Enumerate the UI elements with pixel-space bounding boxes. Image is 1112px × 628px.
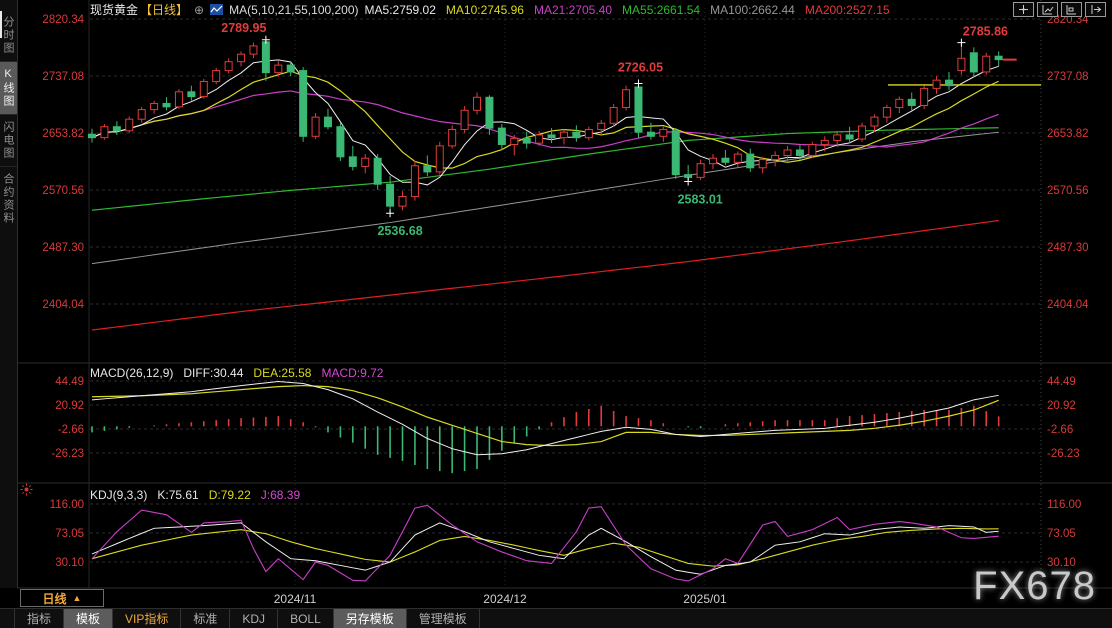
- annotations: 2789.95 2536.68 2726.05 2583.01 2785.86: [221, 21, 1008, 238]
- macd-value: MACD:9.72: [321, 366, 384, 380]
- svg-text:20.92: 20.92: [55, 400, 84, 412]
- kdj-panel-header: KDJ(9,3,3) K:75.61 D:79.22 J:68.39: [90, 488, 300, 502]
- period-tag: 【日线】: [140, 3, 189, 17]
- period-selector[interactable]: 日线 ▲: [20, 589, 104, 607]
- ma-group-label: MA(5,10,21,55,100,200): [229, 2, 359, 17]
- bottom-tab-标准[interactable]: 标准: [181, 609, 231, 628]
- svg-text:30.10: 30.10: [1047, 557, 1076, 569]
- header-toolbar: [1013, 2, 1106, 17]
- svg-text:-2.66: -2.66: [58, 424, 84, 436]
- svg-text:2737.08: 2737.08: [42, 71, 84, 83]
- svg-text:44.49: 44.49: [1047, 376, 1076, 388]
- svg-text:2583.01: 2583.01: [678, 192, 723, 206]
- chart-header: 现货黄金 【日线】 ⊕ MA(5,10,21,55,100,200) MA5:27…: [90, 2, 890, 18]
- sidebar-item-合约资料[interactable]: 合约资料: [0, 166, 17, 231]
- ma-lines: [91, 59, 999, 331]
- pane-shift-icon[interactable]: [1085, 2, 1106, 17]
- svg-text:-2.66: -2.66: [1047, 424, 1073, 436]
- svg-text:2024/12: 2024/12: [483, 592, 527, 606]
- svg-text:44.49: 44.49: [55, 376, 84, 388]
- bottom-tab-BOLL[interactable]: BOLL: [278, 609, 334, 628]
- sidebar-item-K线图[interactable]: K线图: [0, 61, 17, 114]
- period-arrow-icon: ▲: [72, 593, 82, 603]
- ma-value: MA21:2705.40: [533, 2, 613, 17]
- macd-value: DEA:25.58: [253, 366, 312, 380]
- ma-value: MA10:2745.96: [445, 2, 524, 17]
- svg-text:73.05: 73.05: [55, 528, 84, 540]
- crosshair-icon[interactable]: [1013, 2, 1034, 17]
- watermark: FX678: [973, 564, 1096, 608]
- left-sidebar: 分时图 K线图 闪电图 合约资料: [0, 0, 18, 588]
- sidebar-scroll-thumb[interactable]: [0, 11, 2, 38]
- symbol-name: 现货黄金: [90, 3, 139, 17]
- kdj-label: KDJ(9,3,3): [90, 488, 148, 502]
- bottom-tab-管理模板[interactable]: 管理模板: [407, 609, 480, 628]
- svg-text:116.00: 116.00: [1047, 499, 1081, 511]
- kdj-value: D:79.22: [208, 488, 251, 502]
- svg-text:73.05: 73.05: [1047, 528, 1076, 540]
- axis-labels: 2820.34 2820.34 2737.08 2737.08 2653.82 2653.…: [42, 14, 1089, 606]
- bottom-tab-模板[interactable]: 模板: [64, 609, 114, 628]
- svg-text:2487.30: 2487.30: [1047, 242, 1089, 254]
- bottom-tab-VIP指标[interactable]: VIP指标: [113, 609, 182, 628]
- bottom-tab-指标[interactable]: 指标: [14, 609, 65, 628]
- svg-text:2785.86: 2785.86: [963, 25, 1008, 39]
- kdj-value: J:68.39: [260, 488, 301, 502]
- svg-text:2789.95: 2789.95: [221, 21, 266, 35]
- svg-text:2570.56: 2570.56: [1047, 185, 1089, 197]
- sidebar-item-分时图[interactable]: 分时图: [2, 16, 14, 55]
- indicator-alert-icon[interactable]: [20, 483, 33, 501]
- svg-text:2404.04: 2404.04: [1047, 299, 1089, 311]
- grid: [17, 0, 1112, 589]
- mini-chart-icon[interactable]: [210, 4, 224, 15]
- ma-legend: MA5:2759.02 MA10:2745.96 MA21:2705.40 MA55:…: [365, 3, 890, 17]
- bottom-tab-bar: 指标 模板 VIP指标 标准 KDJ BOLL 另存模板 管理模板: [0, 608, 1112, 628]
- svg-text:-26.23: -26.23: [51, 448, 84, 460]
- axis-scale-right-icon[interactable]: [1061, 2, 1082, 17]
- macd-panel-header: MACD(26,12,9) DIFF:30.44 DEA:25.58 MACD:9.…: [90, 366, 383, 380]
- svg-text:-26.23: -26.23: [1047, 448, 1080, 460]
- macd-value: DIFF:30.44: [183, 366, 244, 380]
- ma-value: MA55:2661.54: [622, 2, 701, 17]
- macd-label: MACD(26,12,9): [90, 366, 174, 380]
- bottom-tab-另存模板[interactable]: 另存模板: [333, 609, 407, 628]
- svg-text:2536.68: 2536.68: [377, 224, 422, 238]
- axis-scale-left-icon[interactable]: [1037, 2, 1058, 17]
- svg-text:2653.82: 2653.82: [42, 128, 84, 140]
- svg-text:116.00: 116.00: [50, 499, 84, 511]
- svg-text:2653.82: 2653.82: [1047, 128, 1089, 140]
- svg-text:2820.34: 2820.34: [42, 14, 84, 26]
- svg-text:2404.04: 2404.04: [42, 299, 84, 311]
- candles: [88, 39, 1003, 214]
- ma-value: MA200:2527.15: [804, 2, 890, 17]
- kdj-pane: [91, 504, 999, 582]
- svg-text:2820.34: 2820.34: [1047, 14, 1089, 26]
- ma-value: MA5:2759.02: [364, 2, 436, 17]
- bottom-tab-KDJ[interactable]: KDJ: [230, 609, 279, 628]
- sidebar-item-闪电图[interactable]: 闪电图: [0, 114, 17, 166]
- svg-text:2570.56: 2570.56: [42, 185, 84, 197]
- macd-pane: [91, 381, 1000, 474]
- period-label: 日线: [42, 591, 67, 606]
- svg-text:2025/01: 2025/01: [683, 592, 727, 606]
- svg-text:20.92: 20.92: [1047, 400, 1076, 412]
- svg-text:2024/11: 2024/11: [274, 592, 317, 606]
- kdj-value: K:75.61: [157, 488, 199, 502]
- svg-text:2737.08: 2737.08: [1047, 71, 1089, 83]
- svg-text:2487.30: 2487.30: [42, 242, 84, 254]
- add-indicator-icon[interactable]: ⊕: [194, 2, 205, 17]
- svg-text:2726.05: 2726.05: [618, 61, 663, 75]
- svg-text:30.10: 30.10: [55, 557, 84, 569]
- ma-value: MA100:2662.44: [710, 2, 795, 17]
